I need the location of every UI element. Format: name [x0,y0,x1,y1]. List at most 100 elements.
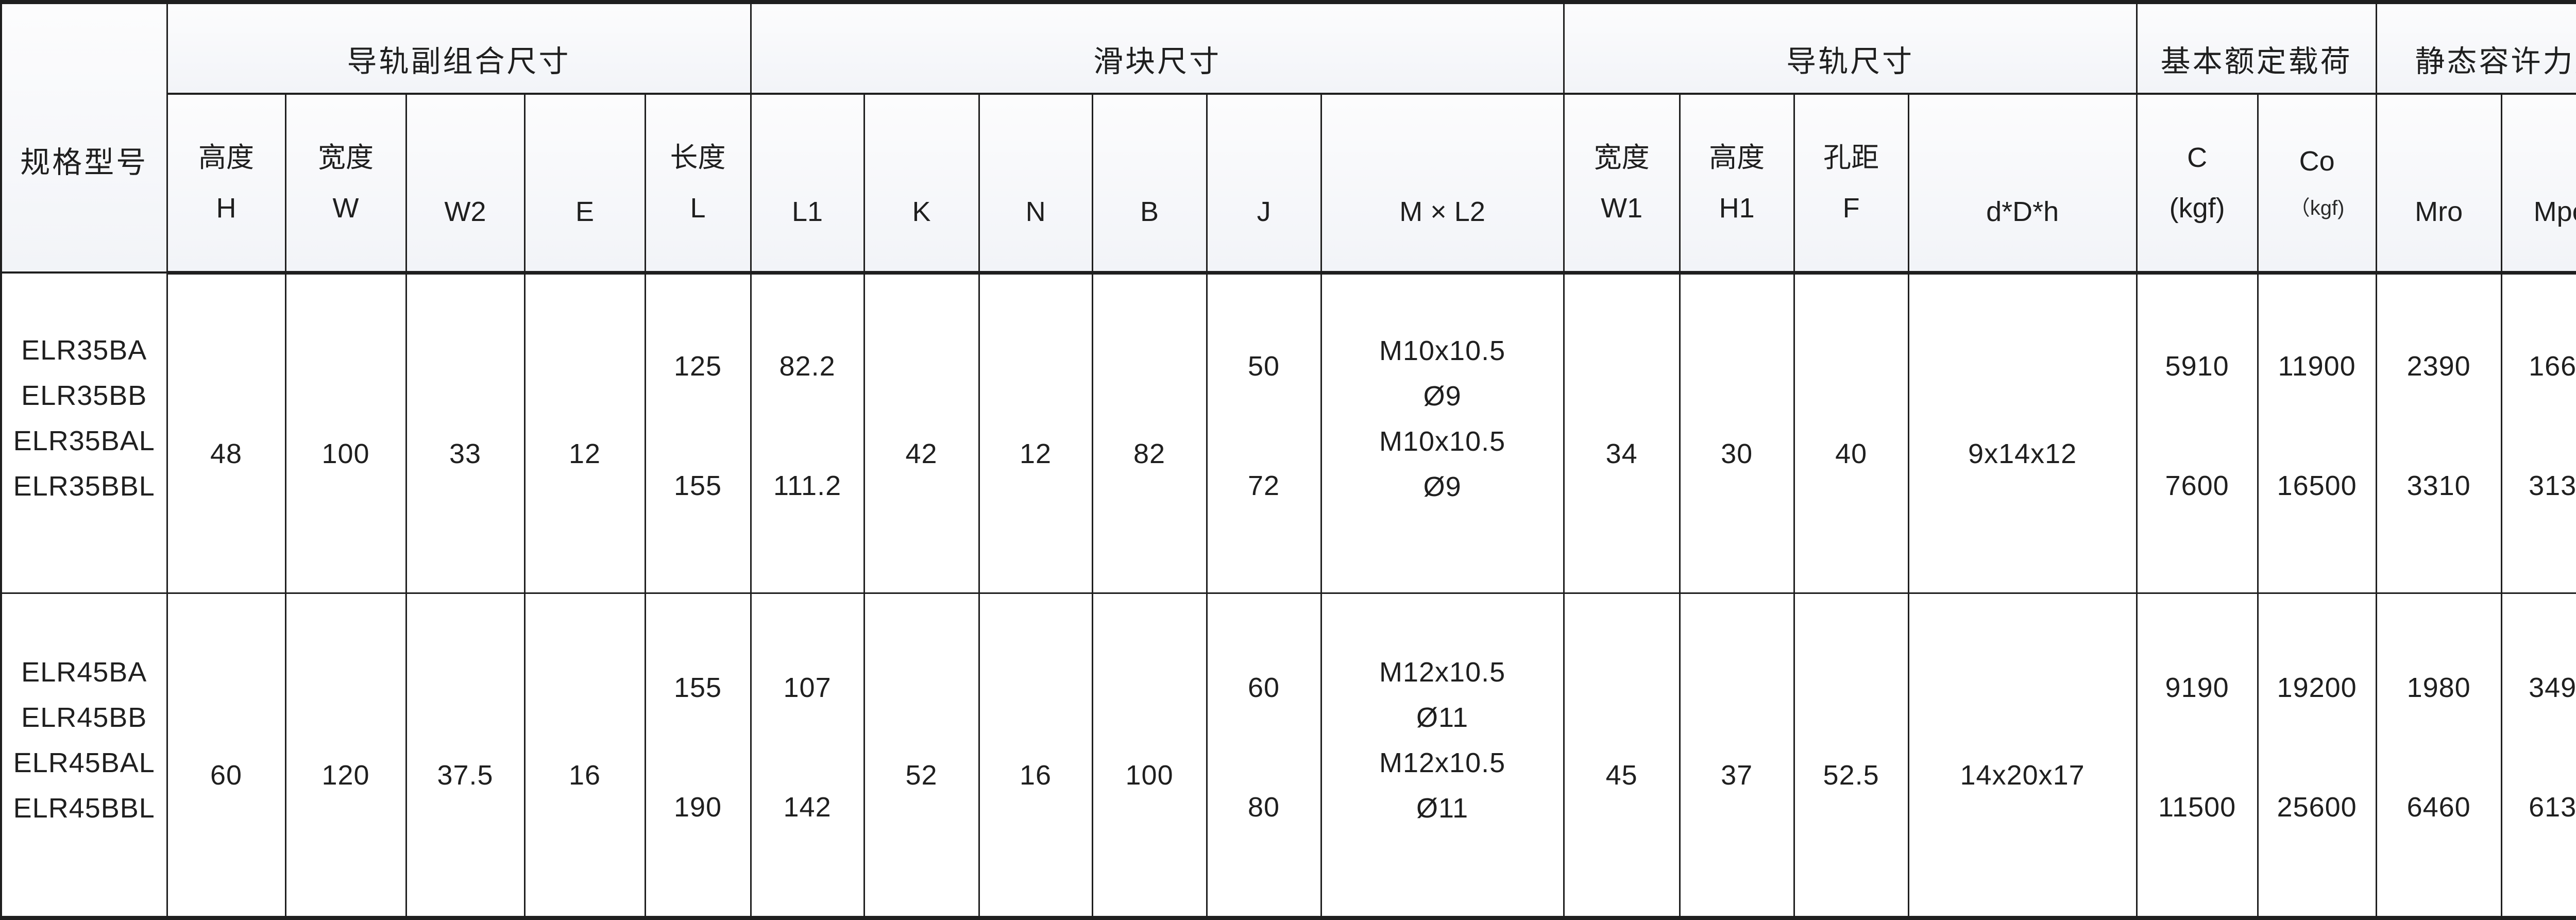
value: 60 [1248,672,1280,704]
value: 40 [1835,438,1868,469]
cell-j: 50 72 [1206,271,1322,594]
value: M10x10.5 [1379,335,1506,366]
group-header-slider-dimensions: 滑块尺寸 [750,1,1565,95]
cell-mxl2-values: M12x10.5 Ø11 M12x10.5 Ø11 [1322,658,1563,822]
cell-mpo: 3490 6130 [2500,592,2576,919]
value: 19200 [2277,672,2357,704]
subheader-label: Mpo [2533,196,2576,227]
cell-c: 5910 7600 [2136,271,2259,594]
value: 37 [1721,760,1753,791]
value: M12x10.5 [1379,747,1506,779]
model-name: ELR45BBL [13,793,155,824]
value: 155 [673,470,722,501]
subheader-ddh: d*D*h [1907,93,2138,275]
subheader-ddh-lines: d*D*h [1909,169,2136,226]
value: 80 [1248,792,1280,823]
cell-e: 16 [523,592,646,919]
value: 11900 [2278,351,2356,382]
subheader-line2: （kgf) [2289,196,2345,219]
cell-f-value: 52.5 [1795,761,1908,789]
header-spec-model-label: 规格型号 [20,145,148,179]
cell-co: 11900 16500 [2257,271,2377,594]
subheader-label: J [1257,196,1271,227]
value: 111.2 [773,470,842,501]
value: 6460 [2406,792,2471,823]
model-name: ELR45BA [21,657,147,688]
subheader-w1: 宽度 W1 [1563,93,1681,275]
value: 48 [210,438,243,469]
cell-models: ELR35BA ELR35BB ELR35BAL ELR35BBL [0,271,168,594]
cell-h: 60 [166,592,286,919]
cell-h1: 30 [1679,271,1795,594]
subheader-j-lines: J [1208,169,1320,226]
cell-w1-value: 34 [1565,440,1679,468]
subheader-mxl2-lines: M × L2 [1322,169,1563,226]
value: 12 [1020,438,1052,469]
subheader-mxl2: M × L2 [1320,93,1565,275]
value: 5910 [2165,351,2229,382]
subheader-line1: 孔距 [1823,142,1879,173]
cell-w1-value: 45 [1565,761,1679,789]
subheader-label: W2 [444,196,486,227]
subheader-b: B [1091,93,1208,275]
value: 42 [905,438,938,469]
subheader-f-lines: 孔距 F [1795,144,1908,222]
subheader-line1: 高度 [198,142,254,173]
cell-co: 19200 25600 [2257,592,2377,919]
subheader-f: 孔距 F [1793,93,1909,275]
value: 6130 [2529,792,2576,823]
value: 107 [783,672,832,704]
subheader-line2: W [332,192,359,224]
cell-mro1-values: 1980 6460 [2377,674,2501,821]
cell-w2: 37.5 [405,592,526,919]
value: 16500 [2277,470,2357,501]
cell-b-value: 100 [1093,761,1206,789]
subheader-line1: 高度 [1709,142,1765,173]
subheader-mro1-lines: Mro [2377,169,2501,226]
value: Ø9 [1423,381,1462,412]
value: 142 [783,792,832,823]
cell-n: 12 [978,271,1093,594]
value: 120 [321,760,370,791]
subheader-line1: Co [2299,145,2335,177]
subheader-mro1: Mro [2375,93,2502,275]
subheader-line2: F [1842,192,1860,224]
table-row-ELR45BA: ELR45BA ELR45BB ELR45BAL ELR45BBL 60 120 37.5 1… [0,592,2576,919]
cell-co-values: 19200 25600 [2259,674,2376,821]
cell-l: 125 155 [644,271,752,594]
cell-mpo: 1660 3130 [2500,271,2576,594]
cell-c-values: 5910 7600 [2138,352,2257,500]
cell-w: 120 [284,592,407,919]
subheader-line2: (kgf) [2169,192,2225,224]
subheader-h1-lines: 高度 H1 [1681,144,1793,222]
cell-c-values: 9190 11500 [2138,674,2257,821]
cell-k: 52 [863,592,980,919]
subheader-line2: H [216,192,236,224]
cell-k-value: 52 [865,761,978,789]
cell-mxl2: M10x10.5 Ø9 M10x10.5 Ø9 [1320,271,1565,594]
value: 45 [1605,760,1638,791]
value: Ø9 [1423,471,1462,502]
value: 1980 [2406,672,2471,704]
value: Ø11 [1416,702,1469,734]
value: 82 [1133,438,1166,469]
subheader-c: C (kgf) [2136,93,2259,275]
cell-l-values: 155 190 [646,674,750,821]
model-name: ELR35BB [21,380,147,412]
subheader-label: L1 [792,196,823,227]
subheader-k-lines: K [865,169,978,226]
cell-e-value: 16 [526,761,645,789]
model-name: ELR35BBL [13,471,155,502]
cell-n: 16 [978,592,1093,919]
cell-w2: 33 [405,271,526,594]
cell-l: 155 190 [644,592,752,919]
value: 3130 [2529,470,2576,501]
value: 50 [1248,351,1280,382]
cell-h-value: 48 [168,440,285,468]
subheader-b-lines: B [1093,169,1206,226]
cell-models: ELR45BA ELR45BB ELR45BAL ELR45BBL [0,592,168,919]
cell-k-value: 42 [865,440,978,468]
subheader-e: E [523,93,646,275]
value: Ø11 [1416,793,1469,824]
